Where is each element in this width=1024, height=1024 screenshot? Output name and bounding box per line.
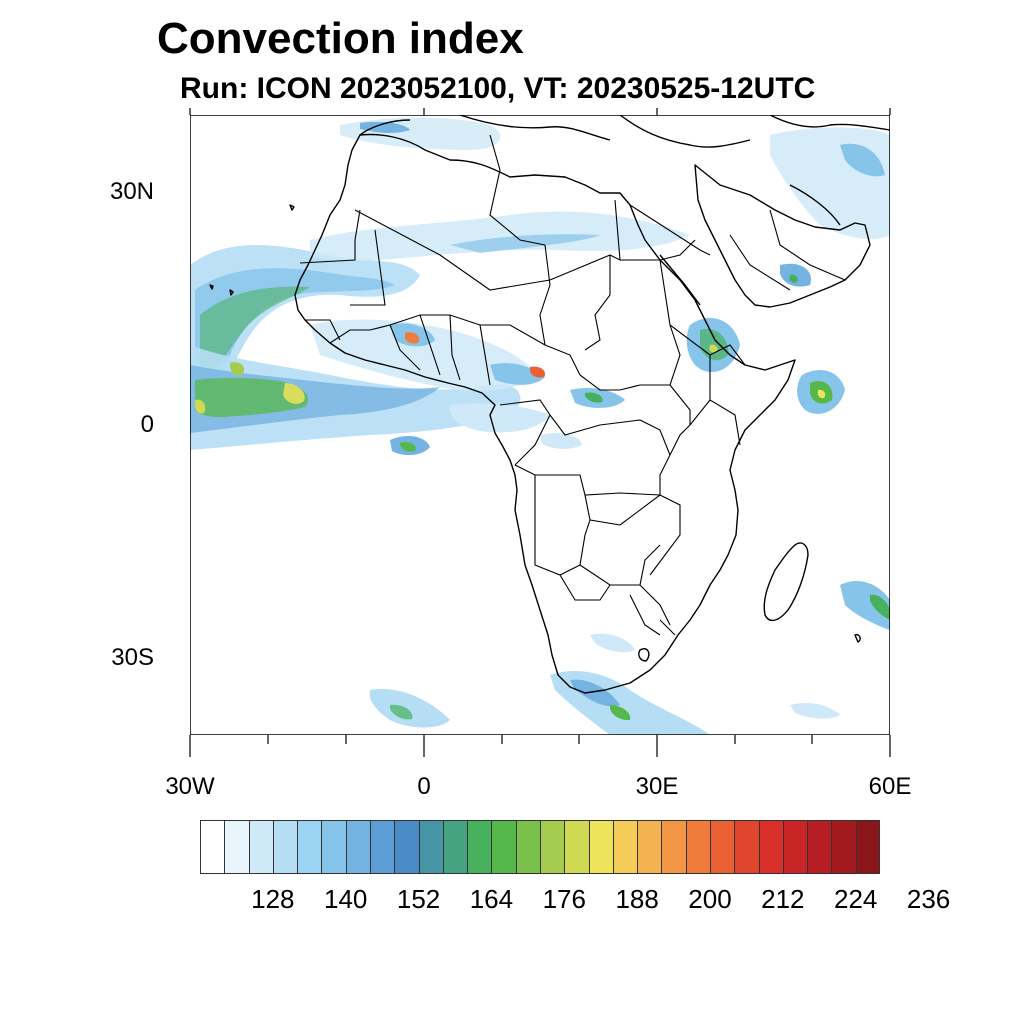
colorbar-swatch xyxy=(661,820,687,874)
colorbar-swatch xyxy=(515,820,541,874)
colorbar-swatch xyxy=(807,820,832,874)
colorbar-swatch xyxy=(297,820,322,874)
africa-coastline xyxy=(294,133,796,694)
colorbar-swatch xyxy=(200,820,225,874)
sahara-band xyxy=(310,211,690,261)
colorbar-swatch xyxy=(685,820,711,874)
colorbar-swatch xyxy=(272,820,298,874)
colorbar-swatch xyxy=(612,820,638,874)
colorbar-swatch xyxy=(467,820,492,874)
colorbar-swatch xyxy=(710,820,735,874)
colorbar-tick-label: 176 xyxy=(542,884,586,914)
colorbar-swatch xyxy=(855,820,881,874)
colorbar-tick-label: 212 xyxy=(761,884,805,914)
colorbar-swatch xyxy=(637,820,662,874)
lon-label-60e: 60E xyxy=(868,773,912,800)
map-panel xyxy=(190,115,890,735)
chart-subtitle: Run: ICON 2023052100, VT: 20230525-12UTC xyxy=(180,72,816,105)
colorbar xyxy=(200,820,881,874)
colorbar-tick-label: 224 xyxy=(834,884,878,914)
colorbar-swatch xyxy=(418,820,444,874)
colorbar-tick-label: 128 xyxy=(251,884,295,914)
lon-ticks xyxy=(189,735,891,757)
chart-title: Convection index xyxy=(157,14,524,63)
colorbar-swatch xyxy=(442,820,468,874)
colorbar-tick-label: 188 xyxy=(615,884,659,914)
country-borders xyxy=(299,134,846,636)
colorbar-swatch xyxy=(540,820,565,874)
colorbar-swatch xyxy=(248,820,274,874)
colorbar-swatch xyxy=(831,820,857,874)
top-ticks xyxy=(189,108,891,115)
lon-label-30e: 30E xyxy=(635,773,679,800)
colorbar-swatch xyxy=(782,820,808,874)
colorbar-swatch xyxy=(758,820,784,874)
colorbar-tick-label: 200 xyxy=(688,884,732,914)
lat-label-30s: 30S xyxy=(111,644,154,671)
colorbar-tick-label: 164 xyxy=(469,884,514,914)
lon-label-30w: 30W xyxy=(165,773,215,800)
colorbar-swatch xyxy=(491,820,517,874)
lon-label-0: 0 xyxy=(417,773,431,800)
colorbar-swatch xyxy=(588,820,614,874)
colorbar-swatch xyxy=(734,820,760,874)
colorbar-tick-label: 152 xyxy=(396,884,441,914)
colorbar-swatch xyxy=(345,820,371,874)
colorbar-swatch xyxy=(564,820,590,874)
arabia-coastline xyxy=(694,164,871,308)
colorbar-swatch xyxy=(370,820,395,874)
coastlines xyxy=(209,115,890,694)
colorbar-tick-label: 236 xyxy=(906,884,951,914)
colorbar-swatch xyxy=(394,820,420,874)
madagascar-coastline xyxy=(763,542,809,622)
colorbar-tick-label: 140 xyxy=(324,884,368,914)
colorbar-swatch xyxy=(321,820,347,874)
lat-label-0: 0 xyxy=(140,411,154,438)
colorbar-swatch xyxy=(224,820,250,874)
convection-field xyxy=(190,117,890,735)
lat-label-30n: 30N xyxy=(109,178,154,205)
